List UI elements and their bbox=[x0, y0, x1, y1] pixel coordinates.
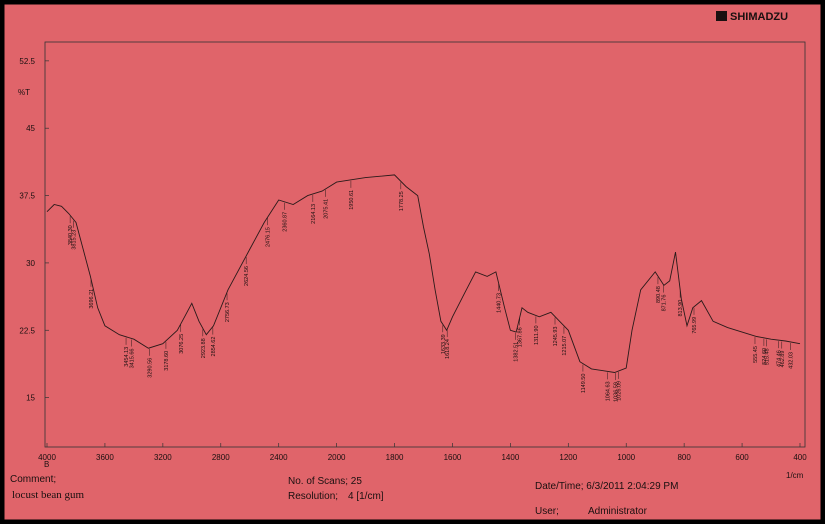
peak-label: 3415.66 bbox=[130, 349, 136, 369]
peak-label: 474.46 bbox=[776, 350, 782, 367]
x-axis-sublabel: B bbox=[44, 460, 49, 469]
peak-label: 2476.15 bbox=[266, 227, 272, 247]
y-tick-label: 37.5 bbox=[19, 192, 35, 201]
x-tick-label: 1200 bbox=[559, 453, 577, 462]
x-tick-label: 4000 bbox=[38, 453, 56, 462]
peak-label: 462.89 bbox=[780, 351, 786, 368]
peak-label: 515.48 bbox=[765, 348, 771, 365]
x-axis-label: 1/cm bbox=[786, 471, 804, 480]
y-tick-label: 45 bbox=[26, 124, 35, 133]
x-tick-label: 3200 bbox=[154, 453, 172, 462]
peak-label: 1149.50 bbox=[581, 374, 587, 393]
peak-label: 1036.59 bbox=[614, 382, 620, 402]
x-tick-label: 800 bbox=[677, 453, 691, 462]
user: Administrator bbox=[588, 506, 648, 517]
peak-label: 555.45 bbox=[753, 346, 759, 363]
user-label: User; bbox=[535, 506, 559, 517]
x-tick-label: 1600 bbox=[444, 453, 462, 462]
peak-label: 1064.63 bbox=[606, 381, 612, 401]
peak-label: 3454.13 bbox=[124, 347, 130, 367]
peak-label: 890.48 bbox=[656, 286, 662, 303]
peak-label: 3178.60 bbox=[164, 351, 170, 371]
brand: SHIMADZU bbox=[730, 11, 788, 23]
y-axis-label: %T bbox=[18, 88, 30, 97]
peak-label: 2360.87 bbox=[282, 212, 288, 232]
peak-label: 2854.62 bbox=[211, 337, 217, 357]
peak-label: 1382.51 bbox=[513, 342, 519, 362]
peak-label: 1026.09 bbox=[617, 381, 623, 401]
comment-label: Comment; bbox=[10, 474, 56, 485]
y-tick-label: 30 bbox=[26, 259, 35, 268]
x-tick-label: 1400 bbox=[501, 453, 519, 462]
peak-label: 2164.13 bbox=[311, 204, 317, 224]
peak-label: 432.03 bbox=[789, 352, 795, 369]
date-time: Date/Time; 6/3/2011 2:04:29 PM bbox=[535, 481, 678, 492]
spectrum-line bbox=[46, 174, 801, 373]
peak-label: 3840.30 bbox=[68, 225, 74, 245]
peak-label: 1245.93 bbox=[553, 327, 559, 347]
peak-label: 3290.56 bbox=[148, 358, 154, 378]
peak-label: 3815.23 bbox=[72, 230, 78, 250]
peak-label: 1950.61 bbox=[349, 190, 355, 210]
x-tick-label: 2800 bbox=[212, 453, 230, 462]
peak-label: 2624.56 bbox=[244, 266, 250, 286]
x-tick-label: 1800 bbox=[386, 453, 404, 462]
peak-label: 1311.90 bbox=[534, 325, 540, 344]
peak-label: 1778.25 bbox=[399, 191, 405, 211]
resolution-label: Resolution; bbox=[288, 491, 338, 502]
peak-label: 1215.07 bbox=[562, 336, 568, 356]
peak-label: 3696.21 bbox=[89, 289, 95, 309]
peak-label: 2075.41 bbox=[324, 199, 330, 219]
peak-label: 524.60 bbox=[762, 348, 768, 365]
peak-label: 1367.86 bbox=[518, 327, 524, 347]
brand-logo bbox=[716, 11, 727, 21]
comment: locust bean gum bbox=[12, 489, 85, 501]
y-tick-label: 15 bbox=[26, 394, 35, 403]
x-tick-label: 400 bbox=[793, 453, 807, 462]
peak-label: 2923.88 bbox=[201, 338, 207, 358]
peak-label: 765.99 bbox=[692, 317, 698, 334]
scans: No. of Scans; 25 bbox=[288, 476, 362, 487]
peak-label: 2756.73 bbox=[225, 302, 231, 322]
peak-label: 3076.25 bbox=[179, 334, 185, 354]
peak-label: 813.90 bbox=[678, 300, 684, 317]
peak-label: 1440.73 bbox=[497, 293, 503, 313]
peak-label: 871.76 bbox=[661, 295, 667, 312]
peak-label: 1618.24 bbox=[445, 339, 451, 359]
plot-frame bbox=[44, 41, 806, 448]
y-tick-label: 52.5 bbox=[19, 57, 35, 66]
x-tick-label: 2000 bbox=[328, 453, 346, 462]
resolution: 4 [1/cm] bbox=[348, 491, 384, 502]
x-tick-label: 2400 bbox=[270, 453, 288, 462]
x-tick-label: 600 bbox=[735, 453, 749, 462]
x-tick-label: 1000 bbox=[617, 453, 635, 462]
x-tick-label: 3600 bbox=[96, 453, 114, 462]
peak-label: 1633.39 bbox=[441, 334, 447, 354]
y-tick-label: 22.5 bbox=[19, 326, 35, 335]
